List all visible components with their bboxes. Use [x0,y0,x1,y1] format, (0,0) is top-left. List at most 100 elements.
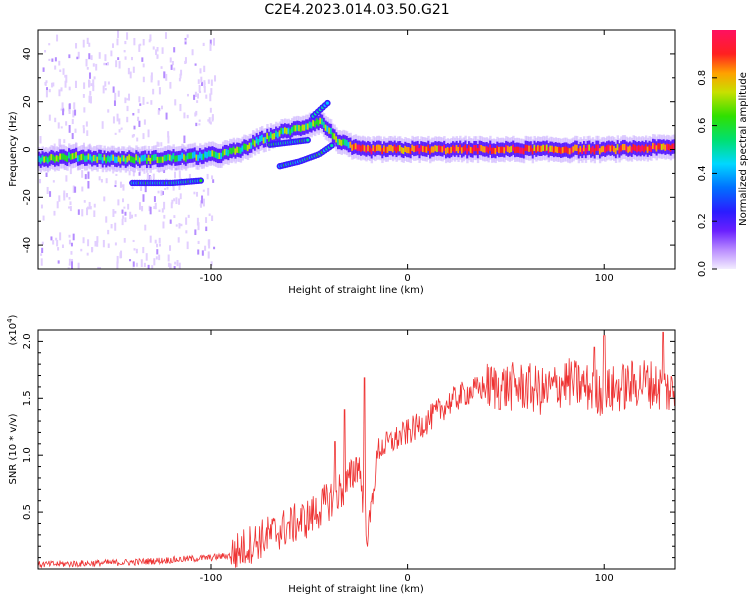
heatmap-cell [72,110,75,118]
heatmap-cell [138,96,141,103]
heatmap-cell [453,146,457,153]
heatmap-cell [234,148,237,155]
heatmap-cell [191,49,194,56]
heatmap-cell [365,146,368,153]
heatmap-cell [82,237,85,244]
heatmap-cell [161,191,164,195]
heatmap-cell [370,148,374,155]
heatmap-cell [45,155,48,163]
heatmap-cell [499,146,503,153]
heatmap-cell [292,125,296,132]
heatmap-cell [446,147,450,154]
heatmap-cell [123,206,126,209]
heatmap-cell [149,157,152,165]
heatmap-cell [90,83,93,87]
heatmap-cell [180,223,183,227]
heatmap-cell [164,187,167,191]
heatmap-cell [209,107,212,113]
heatmap-cell [205,94,208,99]
heatmap-cell [351,144,354,151]
heatmap-cell [501,146,504,153]
heatmap-cell [65,175,68,182]
heatmap-cell [183,135,186,144]
heatmap-cell [157,190,160,194]
heatmap-cell [59,69,62,72]
heatmap-cell [199,90,202,94]
heatmap-cell [87,206,90,210]
heatmap-cell [508,146,512,154]
heatmap-cell [202,198,205,207]
heatmap-cell [126,116,129,123]
heatmap-cell [186,241,189,250]
heatmap-cell [98,52,101,59]
heatmap-cell [197,79,200,84]
heatmap-cell [388,144,391,152]
heatmap-cell [54,57,57,62]
heatmap-cell [273,133,276,140]
heatmap-cell [114,184,117,188]
heatmap-cell [174,99,177,106]
heatmap-axes: -100 0 100 40 20 0 -20 -40 [22,30,675,284]
snr-x-tick-label: -100 [200,573,223,584]
heatmap-cell [122,184,125,191]
heatmap-cell [207,119,210,122]
heatmap-cell [91,247,94,253]
snr-y-tick-label: 0.5 [22,504,33,520]
heatmap-cell [131,186,134,190]
heatmap-cell [70,251,73,255]
heatmap-cell [211,150,214,157]
heatmap-cell [131,156,135,163]
heatmap-cell [169,219,172,224]
heatmap-cell [40,258,43,266]
heatmap-cell [460,147,464,154]
heatmap-cell [381,147,384,155]
heatmap-cell [60,126,63,129]
colorbar-ticks: 0.0 0.2 0.4 0.6 0.8 [697,70,717,277]
heatmap-cell [430,146,434,153]
heatmap-cell [163,155,167,162]
heatmap-cell [139,43,142,46]
heatmap-cell [68,196,71,200]
heatmap-cell [167,153,170,161]
heatmap-cell [88,80,91,87]
heatmap-cell [156,54,159,58]
heatmap-cell [476,147,480,155]
heatmap-cell [443,144,446,152]
heatmap-cell [129,211,132,220]
heatmap-cell [296,124,299,131]
heatmap-cell [96,156,99,163]
heatmap-cell [41,247,44,254]
heatmap-cell [173,198,176,202]
heatmap-cell [127,67,130,75]
heatmap-cell [106,62,109,66]
heatmap-cell [84,155,87,162]
heatmap-cell [174,261,177,265]
heatmap-cell [425,146,428,153]
heatmap-cell [160,142,163,147]
heatmap-cell [187,214,190,218]
heatmap-cell [186,93,189,97]
heatmap-cell [165,73,168,81]
heatmap-cell [602,145,605,152]
heatmap-cell [209,150,213,158]
heatmap-cell [140,155,144,162]
heatmap-cell [143,119,146,125]
snr-y-tick-label: 1.0 [22,447,33,463]
heatmap-cell [115,60,118,68]
heatmap-cell [142,133,145,140]
heatmap-cell [544,145,547,152]
heatmap-cell [77,262,80,269]
heatmap-cell [150,100,153,105]
heatmap-cell [169,263,172,269]
heatmap-cell [590,147,593,154]
heatmap-cell [360,145,363,152]
heatmap-cell [58,89,61,97]
heatmap-cell [659,143,662,150]
heatmap-cell [377,144,381,151]
heatmap-cell [276,132,280,139]
snr-x-tick-label: 100 [595,573,614,584]
heatmap-cell [268,135,271,143]
heatmap-cell [130,155,133,163]
heatmap-cell [65,74,68,83]
heatmap-cell [156,243,159,248]
